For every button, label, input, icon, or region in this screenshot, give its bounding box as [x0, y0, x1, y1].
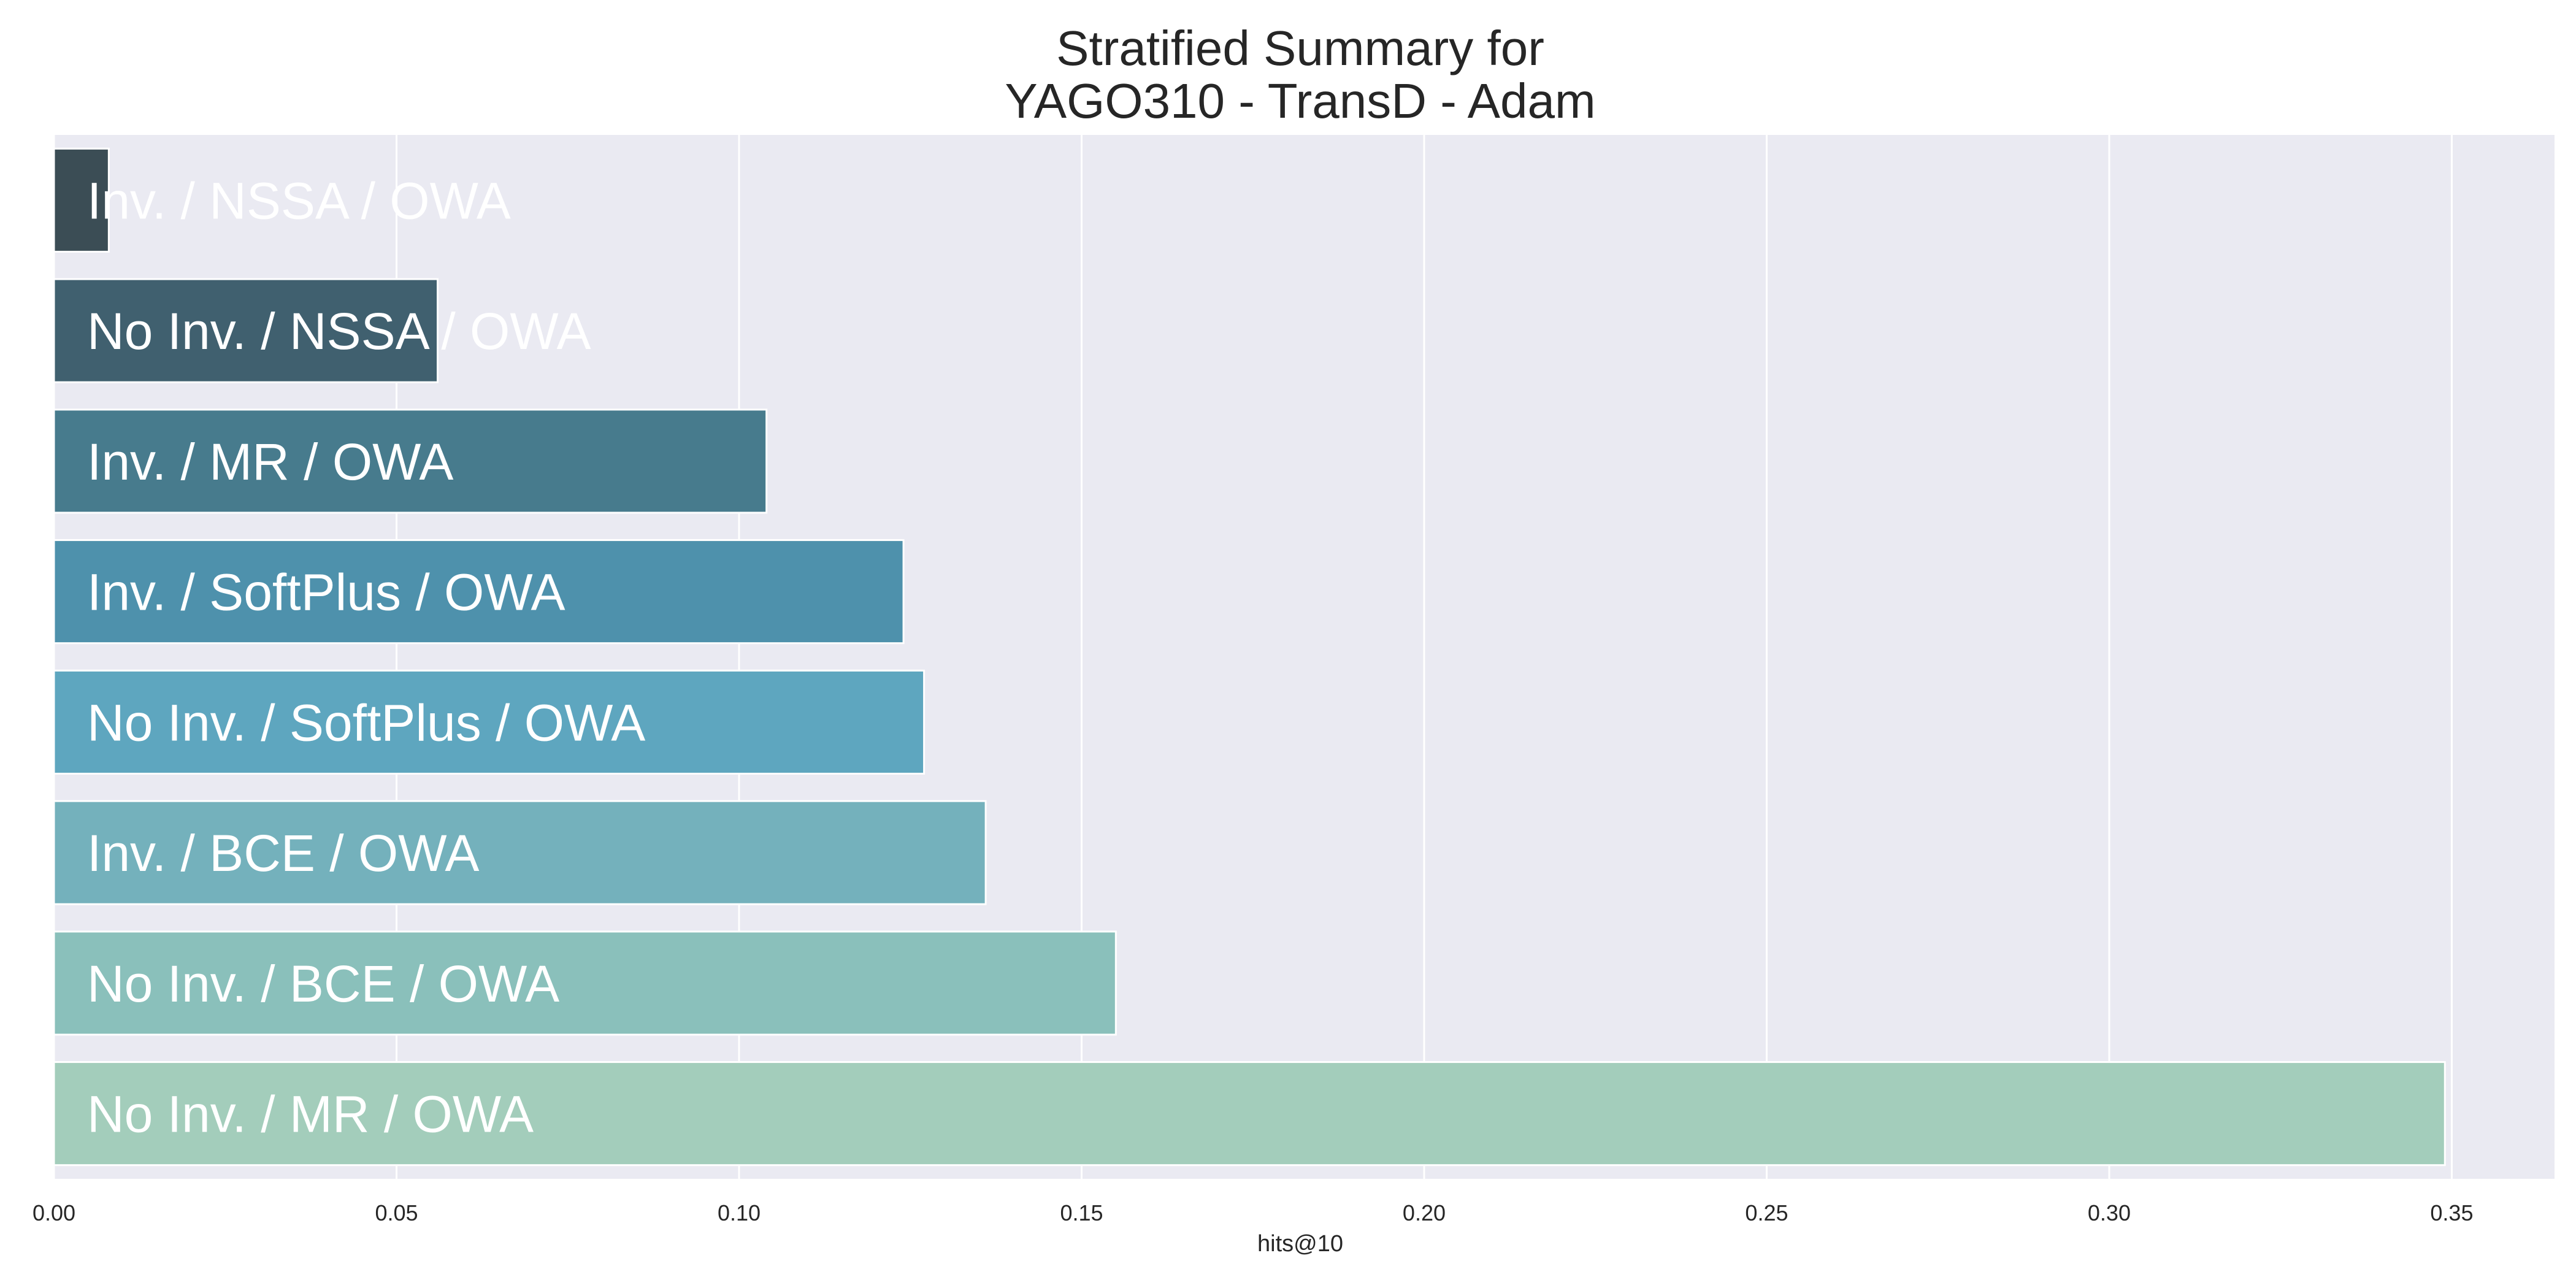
x-tick-label: 0.00 — [33, 1200, 75, 1225]
bar-label: No Inv. / MR / OWA — [87, 1086, 534, 1143]
x-axis-label: hits@10 — [1257, 1231, 1343, 1257]
x-tick-label: 0.05 — [375, 1200, 418, 1225]
bar-label: No Inv. / NSSA / OWA — [87, 302, 591, 360]
bar-label: No Inv. / SoftPlus / OWA — [87, 694, 645, 751]
chart-title: Stratified Summary for — [1056, 21, 1544, 75]
bars — [53, 147, 2446, 1167]
bar-label: Inv. / MR / OWA — [87, 433, 453, 491]
bar — [53, 147, 110, 253]
bar-label: Inv. / NSSA / OWA — [87, 172, 511, 229]
bar — [53, 669, 926, 775]
bar-label: Inv. / BCE / OWA — [87, 824, 479, 882]
chart-subtitle: YAGO310 - TransD - Adam — [1005, 74, 1595, 128]
bar — [53, 800, 987, 905]
x-tick-label: 0.35 — [2430, 1200, 2473, 1225]
x-tick-label: 0.15 — [1060, 1200, 1103, 1225]
bar-label: Inv. / SoftPlus / OWA — [87, 564, 565, 621]
x-tick-label: 0.10 — [718, 1200, 761, 1225]
bar-labels: Inv. / NSSA / OWA No Inv. / NSSA / OWA Inv… — [87, 172, 645, 1143]
bar — [53, 930, 1117, 1036]
bar — [53, 539, 905, 645]
bar — [53, 1061, 2446, 1167]
bar — [53, 408, 768, 514]
x-tick-label: 0.25 — [1745, 1200, 1788, 1225]
bar — [53, 278, 439, 383]
x-tick-labels: 0.00 0.05 0.10 0.15 0.20 0.25 0.30 0.35 — [33, 1200, 2474, 1225]
x-tick-label: 0.30 — [2088, 1200, 2131, 1225]
bar-label: No Inv. / BCE / OWA — [87, 955, 559, 1013]
x-tick-label: 0.20 — [1403, 1200, 1446, 1225]
